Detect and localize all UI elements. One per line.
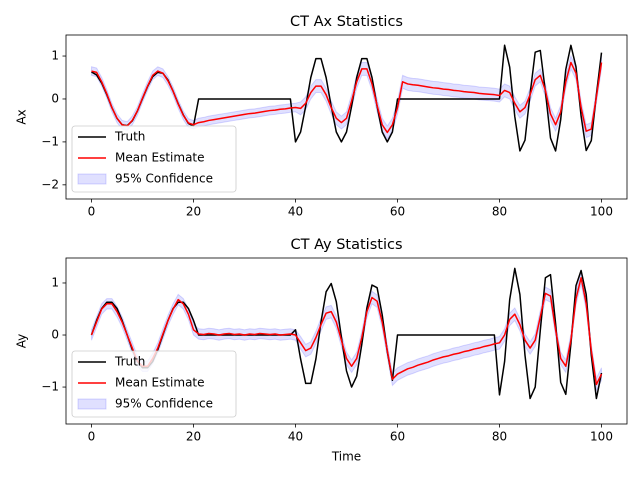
x-tick-label: 20 [186,205,201,219]
axes-frame [65,257,628,425]
y-tick-label: 0 [51,328,59,342]
legend-label: Mean Estimate [115,376,205,390]
series-line [90,277,603,386]
legend: Truth Mean Estimate 95% Confidence [71,125,237,193]
y-tick-label: −1 [41,134,59,148]
plot-area [90,267,603,400]
x-tick-label: 0 [88,205,96,219]
series-line [91,61,603,134]
legend-box [71,125,237,193]
y-tick-label: −2 [41,177,59,191]
legend-label: Mean Estimate [115,151,205,165]
x-tick-label: 100 [590,205,613,219]
chart-title: CT Ay Statistics [291,237,403,253]
x-tick-label: 80 [492,205,507,219]
x-axis-label: Time [331,450,361,464]
x-tick-label: 60 [390,205,405,219]
legend-label: 95% Confidence [115,172,213,186]
y-axis-label: Ax [15,109,29,124]
legend-label: 95% Confidence [115,397,213,411]
legend-swatch [77,398,107,410]
confidence-band [91,271,602,393]
x-tick-label: 60 [390,430,405,444]
chart-title: CT Ax Statistics [290,14,403,30]
x-tick-label: 100 [590,430,613,444]
legend-label: Truth [114,130,145,144]
y-tick-label: −1 [41,380,59,394]
legend-box [71,350,237,418]
legend-swatch [77,173,107,185]
x-tick-label: 40 [288,205,303,219]
y-axis-label: Ay [15,334,29,349]
x-tick-label: 20 [186,430,201,444]
legend-label: Truth [114,355,145,369]
y-tick-label: 1 [51,49,59,63]
y-tick-label: 0 [51,91,59,105]
legend: Truth Mean Estimate 95% Confidence [71,350,237,418]
axes-frame [65,34,628,200]
x-tick-label: 80 [492,430,507,444]
plot-area [91,44,603,152]
x-tick-label: 0 [88,430,96,444]
y-tick-label: 1 [51,275,59,289]
x-tick-label: 40 [288,430,303,444]
